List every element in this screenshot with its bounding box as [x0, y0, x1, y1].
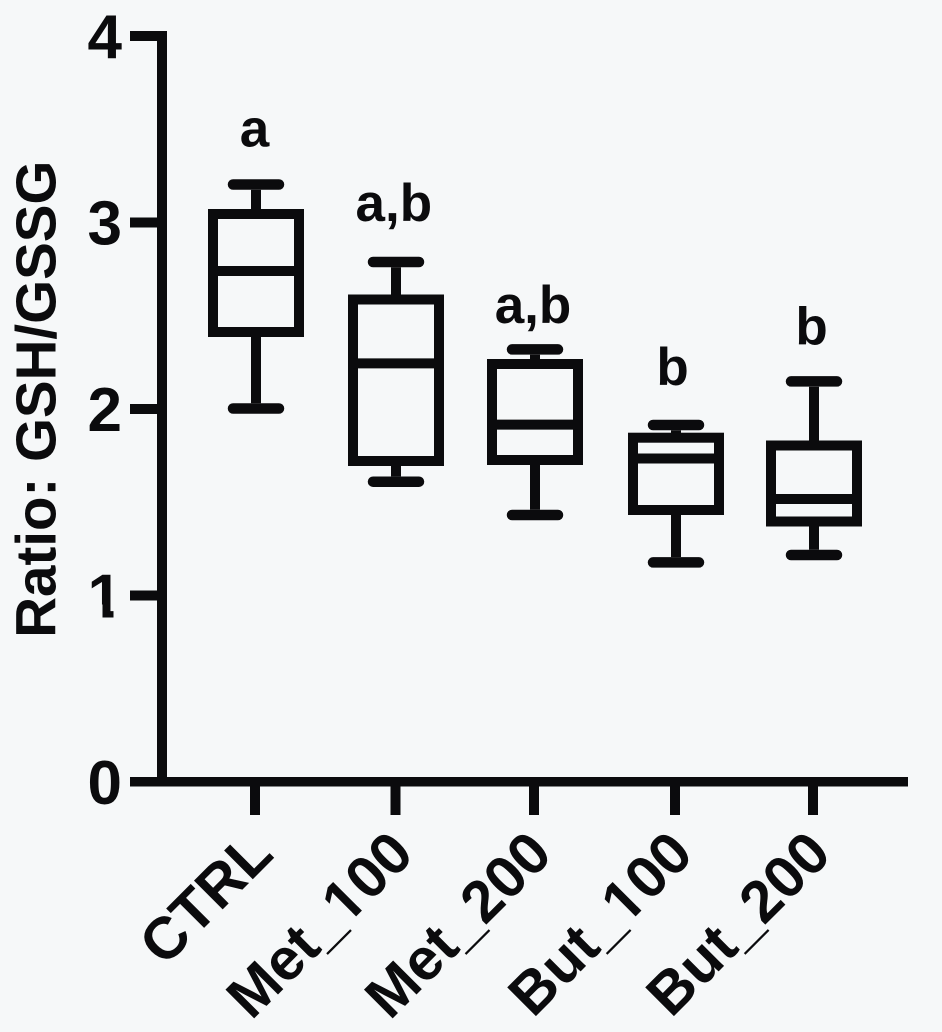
svg-text:b: b	[795, 298, 827, 357]
svg-text:3: 3	[88, 190, 122, 259]
svg-text:0: 0	[88, 749, 122, 818]
svg-text:4: 4	[88, 3, 123, 72]
svg-text:b: b	[656, 338, 688, 397]
svg-text:a,b: a,b	[356, 174, 433, 233]
svg-text:1: 1	[88, 563, 122, 632]
svg-text:a,b: a,b	[495, 276, 572, 335]
svg-text:a: a	[240, 100, 270, 159]
svg-text:2: 2	[88, 376, 122, 445]
svg-text:Ratio: GSH/GSSG: Ratio: GSH/GSSG	[4, 161, 67, 638]
